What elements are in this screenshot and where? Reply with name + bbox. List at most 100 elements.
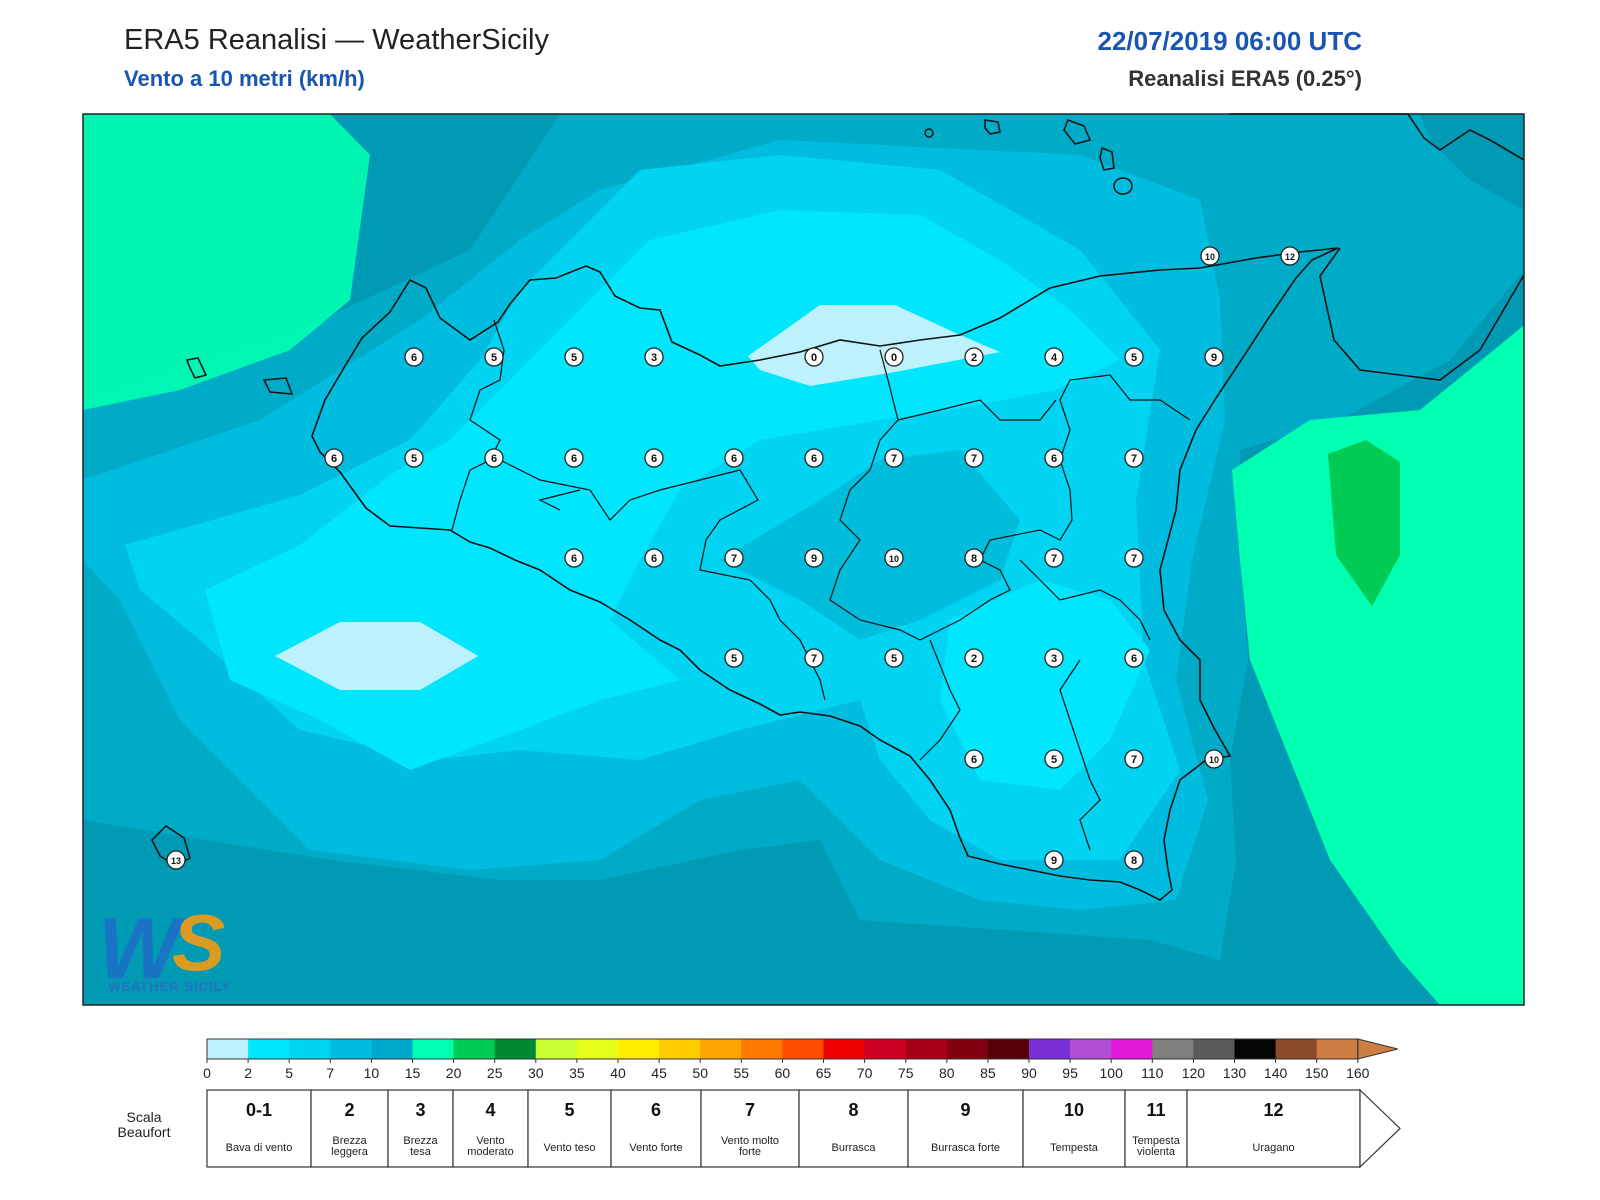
beaufort-description: Burrasca	[831, 1142, 876, 1154]
colorbar-segment	[987, 1039, 1030, 1059]
station-value: 9	[811, 553, 817, 565]
station-marker: 12	[1280, 246, 1300, 266]
colorbar-segment	[412, 1039, 455, 1059]
beaufort-description: Brezza tesa	[403, 1135, 438, 1158]
beaufort-number: 6	[651, 1100, 661, 1120]
station-value: 6	[411, 352, 417, 364]
colorbar-segment	[1316, 1039, 1358, 1059]
station-value: 5	[1051, 754, 1057, 766]
station-value: 6	[651, 553, 657, 565]
beaufort-scale: 0-1 Bava di vento 2 Brezza leggera 3 Brezza tes…	[206, 1088, 1401, 1169]
colorbar-tick-label: 35	[569, 1065, 585, 1081]
colorbar-segment	[782, 1039, 824, 1059]
station-marker: 2	[964, 347, 984, 367]
beaufort-level: 3 Brezza tesa	[387, 1089, 454, 1168]
station-marker: 3	[1044, 648, 1064, 668]
colorbar-segment	[535, 1039, 578, 1059]
station-value: 5	[731, 653, 737, 665]
colorbar-tick-label: 100	[1100, 1065, 1124, 1081]
logo-text: WEATHER SICILY	[108, 979, 231, 994]
beaufort-number: 5	[564, 1100, 574, 1120]
beaufort-number: 2	[344, 1100, 354, 1120]
station-marker: 0	[884, 347, 904, 367]
station-marker: 6	[964, 749, 984, 769]
colorbar-segment	[905, 1039, 948, 1059]
colorbar-tick-label: 120	[1182, 1065, 1206, 1081]
colorbar-segment	[576, 1039, 619, 1059]
station-marker: 6	[644, 548, 664, 568]
colorbar-tick-label: 85	[980, 1065, 996, 1081]
colorbar: 0 2 5 7 10 15 20 25 30 35 40 45 50 55 60 65 70 75 80 85 90 95…	[203, 1038, 1398, 1081]
station-marker: 8	[964, 548, 984, 568]
beaufort-description: Uragano	[1252, 1142, 1294, 1154]
beaufort-description: Vento teso	[544, 1142, 596, 1154]
station-marker: 5	[724, 648, 744, 668]
colorbar-segment	[453, 1039, 496, 1059]
colorbar-tick-label: 2	[244, 1065, 252, 1081]
station-value: 5	[411, 453, 417, 465]
colorbar-extend-arrow	[1357, 1038, 1398, 1060]
station-marker: 7	[724, 548, 744, 568]
beaufort-label: Scala Beaufort	[117, 1109, 171, 1140]
station-value: 7	[811, 653, 817, 665]
colorbar-segment	[946, 1039, 989, 1059]
beaufort-number: 9	[960, 1100, 970, 1120]
station-value: 5	[1131, 352, 1137, 364]
islands	[151, 119, 1133, 867]
colorbar-segment	[823, 1039, 866, 1059]
station-value: 0	[811, 352, 817, 364]
colorbar-segment	[1111, 1039, 1153, 1059]
beaufort-level: 5 Vento teso	[527, 1089, 612, 1168]
colorbar-segment	[741, 1039, 783, 1059]
beaufort-number: 7	[745, 1100, 755, 1120]
colorbar-tick-label: 80	[939, 1065, 955, 1081]
colorbar-tick-label: 15	[405, 1065, 421, 1081]
station-marker: 6	[804, 448, 824, 468]
station-value: 6	[571, 553, 577, 565]
station-marker: 4	[1044, 347, 1064, 367]
beaufort-description: Tempesta violenta	[1132, 1135, 1181, 1158]
map-source: Reanalisi ERA5 (0.25°)	[1128, 66, 1362, 91]
beaufort-level: 4 Vento moderato	[452, 1089, 529, 1168]
colorbar-tick-label: 20	[446, 1065, 462, 1081]
station-value: 10	[1209, 755, 1219, 765]
station-marker: 0	[804, 347, 824, 367]
colorbar-segment	[618, 1039, 660, 1059]
station-value: 7	[1051, 553, 1057, 565]
colorbar-segment	[1152, 1039, 1194, 1059]
station-value: 7	[891, 453, 897, 465]
station-marker: 6	[324, 448, 344, 468]
station-marker: 5	[1124, 347, 1144, 367]
beaufort-number: 12	[1263, 1100, 1283, 1120]
station-marker: 7	[884, 448, 904, 468]
station-value: 7	[1131, 754, 1137, 766]
station-value: 5	[571, 352, 577, 364]
station-value: 6	[811, 453, 817, 465]
beaufort-description: Vento moderato	[467, 1135, 513, 1158]
station-value: 6	[1051, 453, 1057, 465]
station-marker: 8	[1124, 850, 1144, 870]
station-marker: 6	[1124, 648, 1144, 668]
station-marker: 3	[644, 347, 664, 367]
station-value: 6	[1131, 653, 1137, 665]
map-datetime: 22/07/2019 06:00 UTC	[1097, 26, 1362, 56]
colorbar-segment	[864, 1039, 907, 1059]
colorbar-segment	[1070, 1039, 1112, 1059]
colorbar-segment	[207, 1039, 249, 1059]
station-marker: 7	[964, 448, 984, 468]
station-value: 5	[491, 352, 497, 364]
station-marker: 7	[1044, 548, 1064, 568]
station-value: 6	[491, 453, 497, 465]
station-marker: 6	[724, 448, 744, 468]
svg-text:S: S	[172, 898, 225, 987]
weathersicily-logo: W S WEATHER SICILY	[98, 898, 231, 997]
colorbar-tick-label: 60	[775, 1065, 791, 1081]
station-marker: 13	[166, 850, 186, 870]
colorbar-tick-label: 110	[1141, 1065, 1164, 1081]
colorbar-tick-label: 95	[1062, 1065, 1078, 1081]
colorbar-segment	[1234, 1039, 1277, 1059]
station-value: 13	[171, 856, 181, 866]
beaufort-number: 4	[485, 1100, 495, 1120]
colorbar-tick-label: 40	[610, 1065, 626, 1081]
colorbar-tick-label: 25	[487, 1065, 503, 1081]
